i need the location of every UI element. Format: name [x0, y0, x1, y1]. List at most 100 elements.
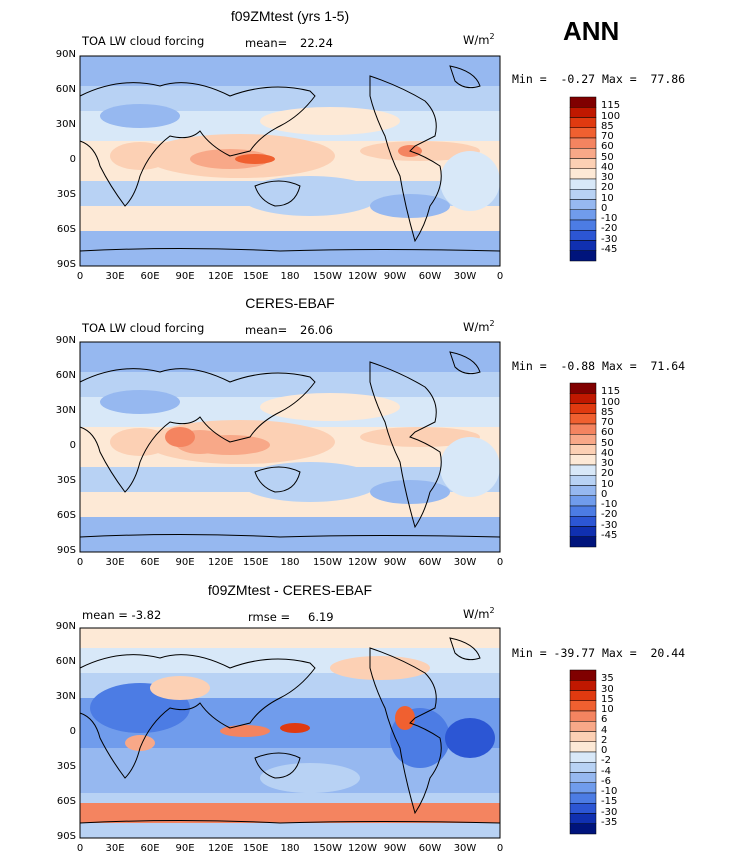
- contour-region: [100, 390, 180, 414]
- colorbar-swatch: [569, 189, 597, 200]
- lon-tick-label: 90W: [383, 557, 407, 568]
- panel-left-label: TOA LW cloud forcing: [82, 34, 205, 48]
- colorbar-swatch: [569, 669, 597, 681]
- colorbar-label: 4: [601, 724, 608, 736]
- colorbar-label: 35: [601, 673, 614, 685]
- colorbar-label: 50: [601, 437, 614, 449]
- coastline: [79, 368, 316, 493]
- coastline: [254, 466, 301, 493]
- coastline: [449, 65, 481, 89]
- lat-tick-label: 90S: [56, 545, 76, 556]
- lat-tick-label: 0: [69, 154, 76, 165]
- panel-stat-value: 6.19: [308, 610, 334, 624]
- coastline: [79, 654, 316, 779]
- lat-tick-label: 30S: [56, 761, 76, 772]
- colorbar-label: -35: [601, 816, 618, 828]
- lon-tick-label: 180: [280, 557, 300, 568]
- contour-region: [125, 735, 155, 751]
- contour-band: [80, 628, 500, 648]
- colorbar-swatch: [569, 423, 597, 435]
- lon-tick-label: 150W: [313, 557, 342, 568]
- contour-map: [79, 341, 501, 553]
- colorbar-label: 2: [601, 734, 608, 746]
- colorbar-label: -45: [601, 243, 618, 255]
- coastline: [369, 647, 442, 815]
- colorbar-label: -6: [601, 775, 611, 787]
- contour-region: [445, 718, 495, 758]
- colorbar-swatch: [569, 516, 597, 527]
- contour-region: [330, 656, 430, 680]
- map-frame: [79, 627, 501, 839]
- colorbar-swatch: [569, 721, 597, 732]
- contour-region: [360, 427, 480, 447]
- colorbar-swatch: [569, 813, 597, 824]
- lon-tick-label: 120E: [208, 271, 234, 282]
- colorbar-swatch: [569, 772, 597, 783]
- lon-tick-label: 90E: [175, 557, 195, 568]
- colorbar-swatch: [569, 792, 597, 804]
- colorbar-label: 60: [601, 427, 614, 439]
- units-label: W/m2: [463, 32, 495, 47]
- colorbar-swatch: [569, 485, 597, 496]
- lon-tick-label: 120W: [348, 271, 377, 282]
- colorbar-label: 20: [601, 182, 614, 194]
- lat-tick-label: 0: [69, 726, 76, 737]
- lon-tick-label: 0: [76, 843, 84, 854]
- colorbar-label: -45: [601, 529, 618, 541]
- units-label: W/m2: [463, 606, 495, 621]
- colorbar-swatch: [569, 117, 597, 128]
- lat-tick-label: 30N: [55, 119, 76, 130]
- colorbar-label: -20: [601, 223, 618, 235]
- lon-tick-label: 0: [76, 271, 84, 282]
- colorbar: [569, 96, 597, 262]
- colorbar-label: 40: [601, 447, 614, 459]
- contour-region: [235, 154, 275, 164]
- contour-region: [110, 428, 170, 456]
- panel-stat-label: mean=: [245, 323, 288, 337]
- colorbar-swatch: [569, 209, 597, 221]
- lat-tick-label: 30S: [56, 189, 76, 200]
- lat-tick-label: 90N: [55, 335, 76, 346]
- contour-region: [110, 142, 170, 170]
- colorbar-label: -10: [601, 786, 618, 797]
- lat-tick-label: 30N: [55, 691, 76, 702]
- colorbar-swatch: [569, 444, 597, 455]
- colorbar-swatch: [569, 250, 597, 262]
- min-max-readout: Min = -0.88 Max = 71.64: [512, 359, 686, 373]
- colorbar-label: 6: [601, 714, 608, 726]
- colorbar-label: 85: [601, 120, 614, 132]
- colorbar-label: -2: [601, 755, 611, 767]
- colorbar-swatch: [569, 505, 597, 517]
- lat-tick-label: 60S: [56, 224, 76, 235]
- units-text: W/m: [463, 319, 490, 334]
- colorbar-label: 70: [601, 131, 614, 142]
- panel-stat-label: mean=: [245, 36, 288, 50]
- panel-title: f09ZMtest - CERES-EBAF: [207, 582, 373, 598]
- lon-tick-label: 150E: [243, 843, 269, 854]
- lon-tick-label: 60E: [140, 557, 160, 568]
- contour-region: [440, 151, 500, 211]
- lon-tick-label: 120W: [348, 557, 377, 568]
- colorbar-label: 70: [601, 417, 614, 428]
- colorbar-swatch: [569, 710, 597, 722]
- lon-tick-label: 30E: [105, 557, 125, 568]
- map-frame: [79, 341, 501, 553]
- colorbar-label: -30: [601, 806, 618, 818]
- coastline: [79, 82, 316, 207]
- contour-map: [79, 55, 501, 267]
- lon-tick-label: 90W: [383, 843, 407, 854]
- panel-stat-label: rmse =: [248, 610, 291, 624]
- lon-tick-label: 60E: [140, 271, 160, 282]
- colorbar-swatch: [569, 731, 597, 742]
- contour-region: [440, 437, 500, 497]
- coastline: [79, 534, 501, 538]
- colorbar-label: 115: [601, 386, 621, 398]
- coastline: [449, 637, 481, 661]
- lon-tick-label: 120E: [208, 843, 234, 854]
- colorbar-label: 30: [601, 172, 614, 183]
- contour-band: [80, 56, 500, 86]
- lon-tick-label: 0: [496, 271, 504, 282]
- colorbar-swatch: [569, 96, 597, 108]
- panel-title: CERES-EBAF: [245, 295, 335, 311]
- lon-tick-label: 150E: [243, 271, 269, 282]
